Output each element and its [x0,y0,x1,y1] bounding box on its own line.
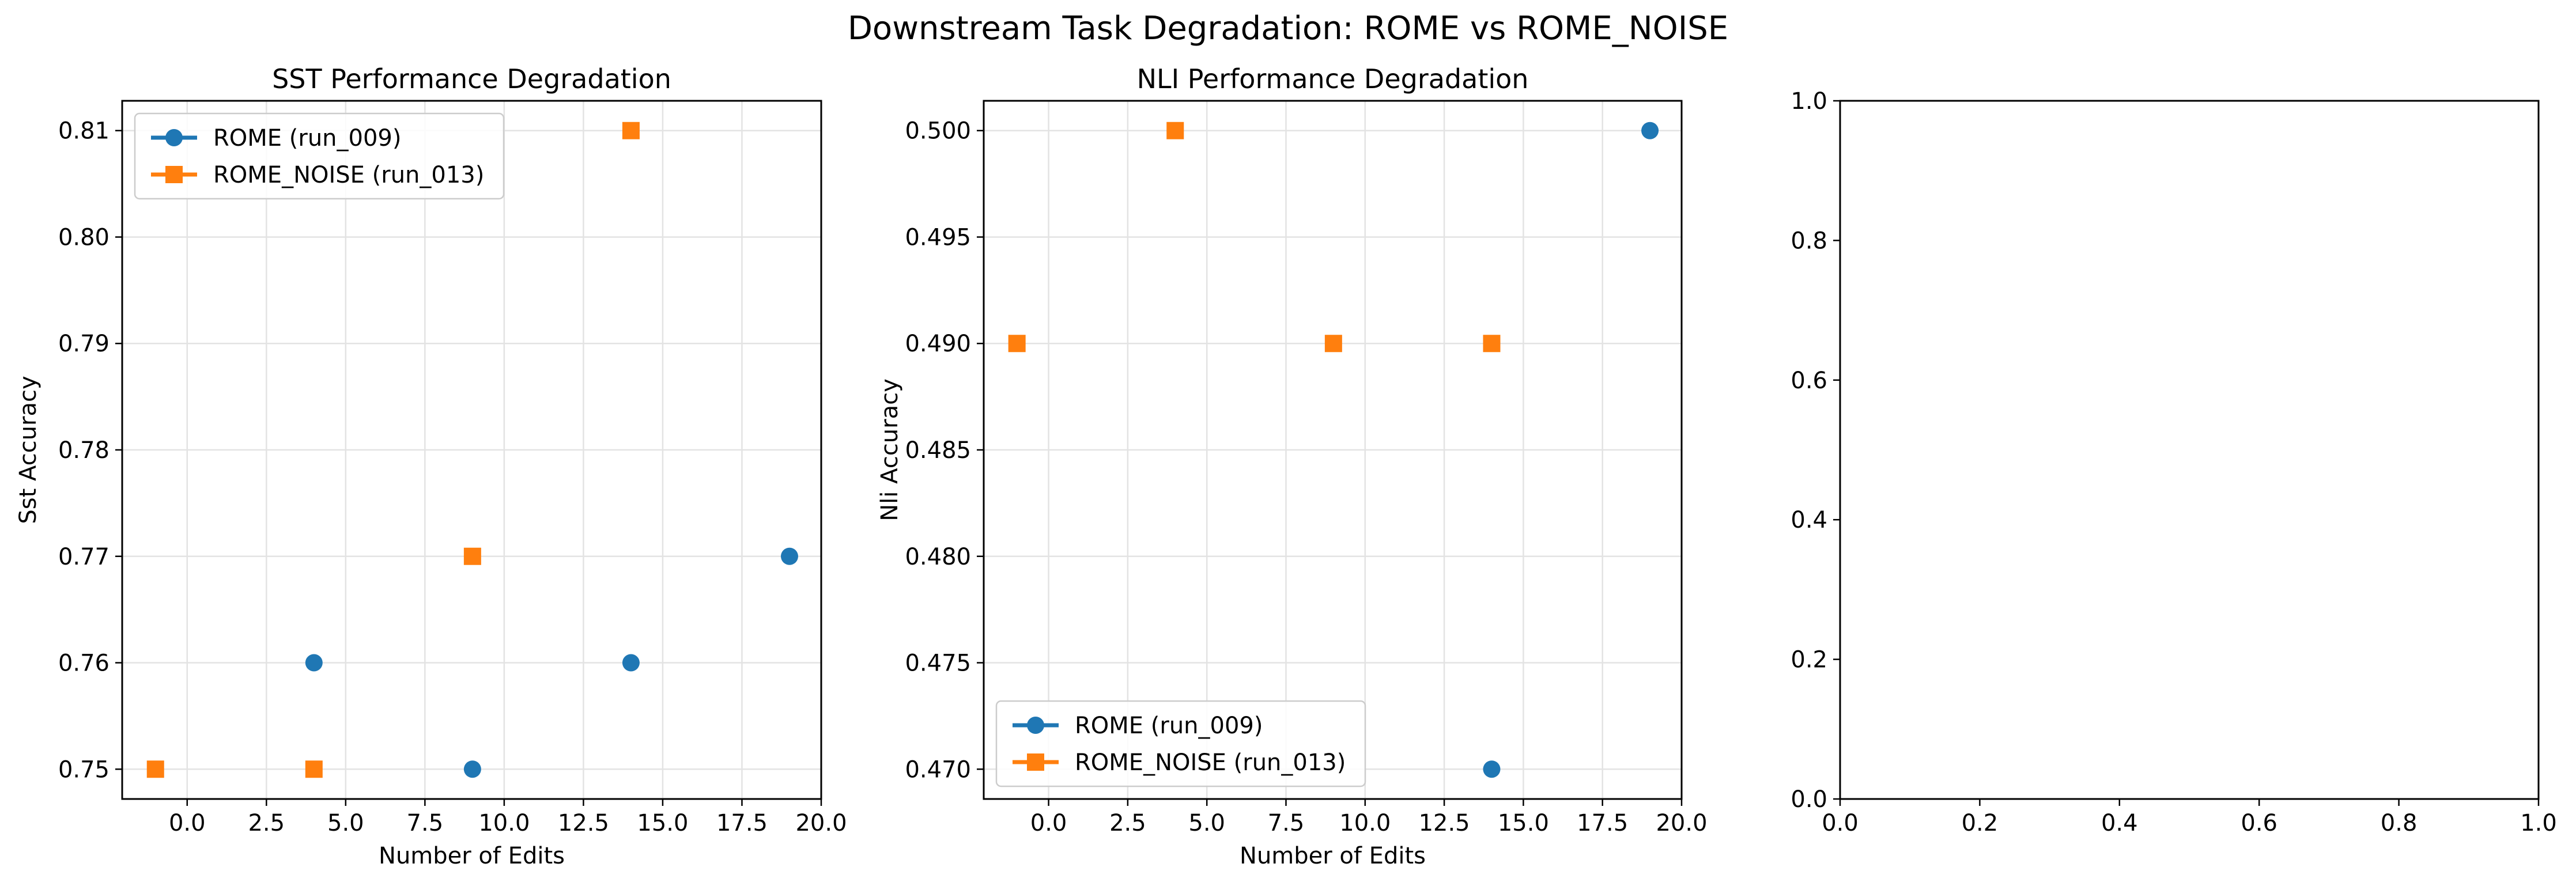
y-tick-label: 1.0 [1791,88,1827,115]
data-point [305,654,323,672]
x-tick-label: 1.0 [2520,810,2557,836]
y-tick-label: 0.8 [1791,228,1827,254]
data-point [1166,122,1184,139]
axes-frame [983,100,1683,800]
y-tick-label: 0.76 [58,650,109,677]
legend-marker [1027,753,1044,771]
data-point [1641,122,1659,139]
x-tick-label: 0.0 [169,810,206,836]
x-tick-label: 7.5 [1268,810,1305,836]
legend: ROME (run_009) ROME_NOISE (run_013) [995,700,1366,787]
y-tick-label: 0.480 [905,544,971,570]
x-tick-label: 15.0 [637,810,688,836]
legend-box [134,112,505,200]
y-axis-label: Nli Accuracy [877,378,903,521]
x-tick-label: 12.5 [1419,810,1470,836]
data-point [780,547,798,565]
y-tick-label: 0.4 [1791,507,1827,533]
legend-label: ROME (run_009) [213,125,401,152]
axes-frame [121,100,822,800]
panel-1: 0.0 2.5 5.0 7.5 10.0 12.5 15.0 17.5 20.0 0.75 0.76… [15,63,847,869]
y-tick-label: 0.79 [58,331,109,357]
y-tick-label: 0.81 [58,118,109,145]
x-axis-label: Number of Edits [1240,843,1426,869]
data-point [1483,335,1501,353]
data-point [622,122,640,139]
x-tick-label: 7.5 [407,810,444,836]
legend-label: ROME_NOISE (run_013) [213,162,484,188]
series-rome [305,547,798,778]
x-tick-label: 0.0 [1030,810,1067,836]
y-tick-label: 0.500 [905,118,971,145]
panels: 0.0 2.5 5.0 7.5 10.0 12.5 15.0 17.5 20.0 0.75 0.76… [15,63,2557,869]
y-axis-label: Sst Accuracy [15,376,41,524]
series-rome [1483,122,1659,778]
legend: ROME (run_009) ROME_NOISE (run_013) [134,112,505,200]
y-tick-label: 0.490 [905,331,971,357]
x-tick-label: 0.2 [1962,810,1999,836]
x-tick-label: 10.0 [1339,810,1391,836]
legend-box [995,700,1366,787]
series-rome-noise [146,122,640,778]
data-point [1008,335,1026,353]
x-axis-label: Number of Edits [379,843,565,869]
y-tick-label: 0.475 [905,650,971,677]
x-tick-label: 0.6 [2241,810,2277,836]
x-tick-label: 5.0 [1188,810,1225,836]
legend-marker [165,166,183,183]
panel-2: 0.0 2.5 5.0 7.5 10.0 12.5 15.0 17.5 20.0 0.470 0.4… [877,63,1708,869]
chart-title: SST Performance Degradation [272,63,671,94]
x-tick-label: 0.4 [2101,810,2138,836]
x-tick-label: 10.0 [478,810,530,836]
y-tick-label: 0.0 [1791,786,1827,813]
x-tick-label: 0.8 [2381,810,2418,836]
x-tick-label: 12.5 [558,810,609,836]
data-point [463,547,481,565]
data-point [146,760,164,778]
x-tick-label: 2.5 [1109,810,1146,836]
data-point [622,654,640,672]
data-point [1483,760,1501,778]
axes-frame [1839,100,2540,800]
series-rome-noise [1008,122,1501,353]
y-tick-label: 0.2 [1791,647,1827,673]
legend-marker [1027,717,1044,734]
legend-label: ROME_NOISE (run_013) [1075,749,1346,776]
y-tick-label: 0.470 [905,756,971,783]
legend-marker [165,129,183,146]
x-tick-label: 2.5 [248,810,285,836]
y-tick-label: 0.6 [1791,368,1827,394]
data-point [1324,335,1342,353]
figure-title: Downstream Task Degradation: ROME vs ROM… [848,10,1728,47]
x-tick-label: 20.0 [795,810,847,836]
panel-3: 0.0 0.2 0.4 0.6 0.8 1.0 0.0 0.2 0.4 0.6 0.8 1.0 [1791,88,2556,836]
y-tick-label: 0.77 [58,544,109,570]
x-tick-label: 17.5 [716,810,768,836]
x-tick-label: 17.5 [1577,810,1628,836]
y-tick-label: 0.75 [58,756,109,783]
data-point [463,760,481,778]
legend-label: ROME (run_009) [1075,713,1263,739]
y-tick-label: 0.78 [58,437,109,464]
x-tick-label: 15.0 [1498,810,1549,836]
y-tick-label: 0.80 [58,224,109,251]
x-tick-label: 20.0 [1656,810,1707,836]
y-tick-label: 0.485 [905,437,971,464]
data-point [305,760,323,778]
y-tick-label: 0.495 [905,224,971,251]
x-tick-label: 0.0 [1822,810,1859,836]
chart-title: NLI Performance Degradation [1137,63,1529,94]
x-tick-label: 5.0 [327,810,364,836]
